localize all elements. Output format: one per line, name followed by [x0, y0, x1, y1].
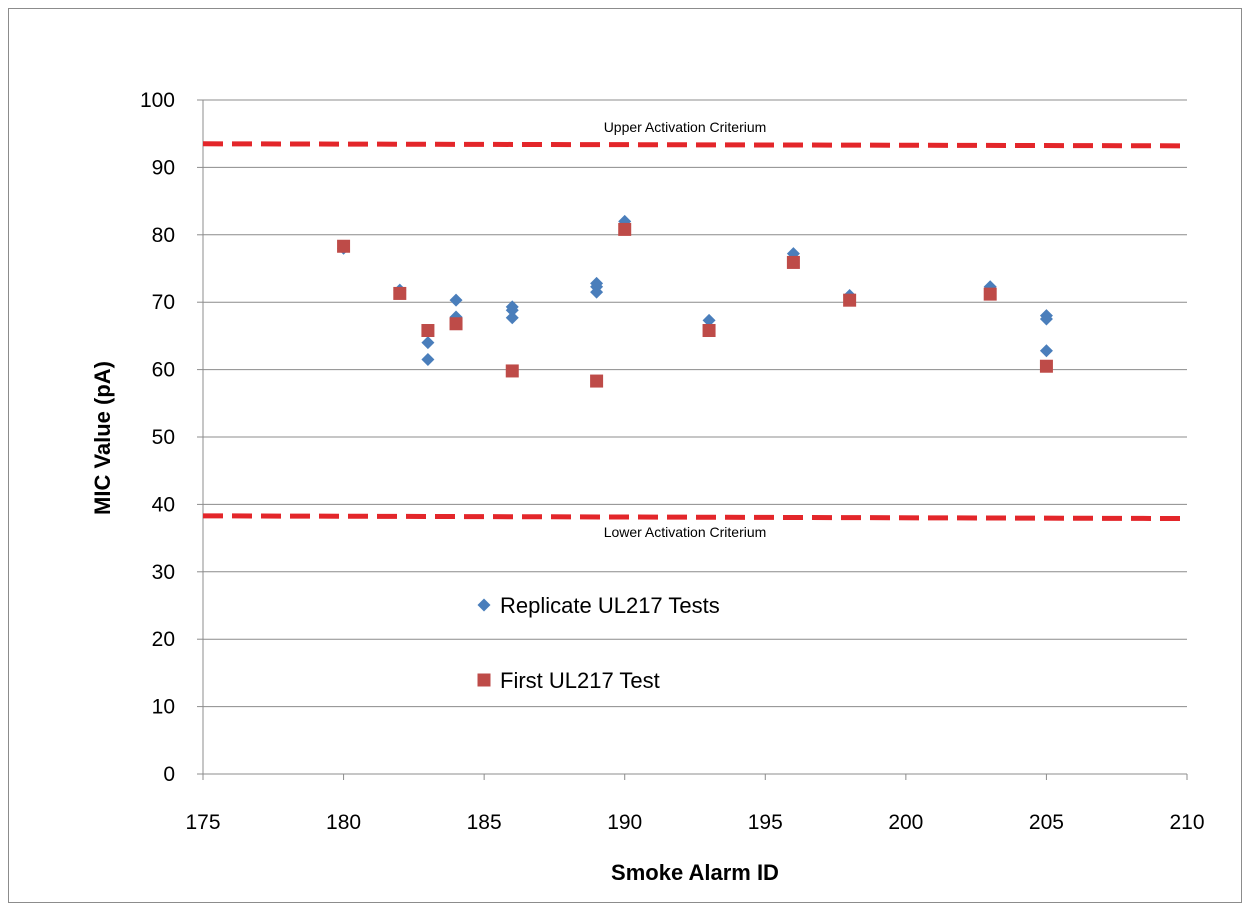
x-tick-label: 175 — [185, 811, 220, 834]
y-tick-label: 100 — [140, 89, 175, 112]
reference-lines: Upper Activation Criterium Lower Activati… — [202, 119, 1188, 540]
legend: Replicate UL217 Tests First UL217 Test — [477, 593, 720, 693]
x-tick-label: 205 — [1029, 811, 1064, 834]
y-tick-label: 20 — [152, 628, 175, 651]
first-test-point — [983, 287, 997, 301]
lower-criterium-label: Lower Activation Criterium — [604, 524, 767, 540]
upper-criterium-label: Upper Activation Criterium — [604, 119, 767, 135]
first-test-point — [1039, 359, 1053, 373]
replicate-test-point — [702, 313, 716, 327]
y-tick-labels: 0 10 20 30 40 50 60 70 80 90 100 — [140, 89, 175, 786]
replicate-test-point — [505, 303, 519, 317]
upper-criterium-line — [202, 141, 1188, 149]
replicate-test-point — [449, 293, 463, 307]
axes — [197, 99, 1188, 780]
y-tick-label: 60 — [152, 359, 175, 382]
chart-frame — [8, 8, 1242, 903]
legend-label-first: First UL217 Test — [500, 668, 660, 693]
x-axis-title: Smoke Alarm ID — [611, 860, 779, 885]
x-tick-label: 200 — [888, 811, 923, 834]
y-tick-label: 10 — [152, 696, 175, 719]
first-test-point — [590, 374, 604, 388]
legend-square-marker — [477, 673, 491, 687]
lower-criterium-line — [202, 513, 1188, 522]
first-test-point — [393, 286, 407, 300]
x-tick-label: 195 — [748, 811, 783, 834]
y-tick-label: 0 — [163, 763, 175, 786]
legend-diamond-marker — [477, 598, 491, 612]
gridlines — [203, 99, 1187, 708]
first-test-point — [449, 317, 463, 331]
first-test-point — [702, 324, 716, 338]
replicate-test-point — [421, 336, 435, 350]
y-axis-title: MIC Value (pA) — [90, 361, 115, 515]
y-tick-label: 70 — [152, 291, 175, 314]
x-tick-label: 190 — [607, 811, 642, 834]
x-tick-label: 185 — [467, 811, 502, 834]
x-tick-labels: 175 180 185 190 195 200 205 210 — [185, 811, 1204, 834]
first-test-point — [421, 324, 435, 338]
y-tick-label: 90 — [152, 156, 175, 179]
first-test-point — [843, 293, 857, 307]
first-test-point — [337, 239, 351, 253]
replicate-test-point — [1039, 344, 1053, 358]
y-tick-label: 40 — [152, 493, 175, 516]
first-test-point — [618, 222, 632, 236]
replicate-test-point — [1039, 312, 1053, 326]
y-tick-label: 50 — [152, 426, 175, 449]
replicate-test-point — [421, 352, 435, 366]
legend-label-replicate: Replicate UL217 Tests — [500, 593, 720, 618]
x-tick-label: 210 — [1169, 811, 1204, 834]
replicate-test-point — [590, 285, 604, 299]
data-points — [337, 214, 1053, 388]
y-tick-label: 80 — [152, 224, 175, 247]
y-tick-label: 30 — [152, 561, 175, 584]
x-tick-label: 180 — [326, 811, 361, 834]
replicate-test-point — [505, 311, 519, 325]
first-test-point — [505, 364, 519, 378]
first-test-point — [786, 255, 800, 269]
